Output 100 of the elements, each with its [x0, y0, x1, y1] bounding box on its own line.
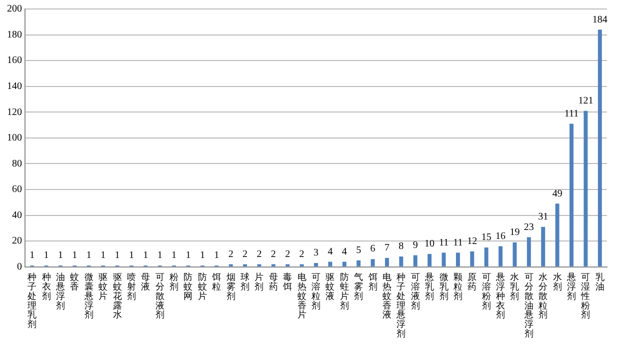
x-tick-label: 毒饵	[282, 272, 292, 292]
bar	[442, 252, 446, 266]
x-tick-label: 驱蚊液	[326, 272, 335, 301]
x-tick-label: 种衣剂	[42, 272, 51, 301]
y-tick-label: 120	[7, 106, 22, 118]
data-label: 2	[242, 248, 248, 260]
x-tick-label: 片剂	[254, 272, 264, 292]
y-tick-label: 200	[7, 4, 22, 15]
data-label: 111	[564, 108, 579, 120]
bar	[356, 260, 361, 266]
x-tick-label: 可溶液剂	[410, 272, 420, 310]
x-tick-label: 可湿性粉剂	[580, 272, 590, 320]
data-label: 10	[424, 238, 435, 250]
data-label: 3	[314, 248, 318, 259]
data-label: 121	[578, 95, 594, 106]
x-tick-label: 可分散液剂	[155, 272, 164, 320]
data-label: 1	[100, 250, 106, 262]
data-label: 1	[143, 250, 148, 262]
x-tick-label: 防蛀片剂	[340, 272, 349, 310]
bar	[384, 258, 389, 266]
data-label: 12	[467, 236, 478, 248]
x-tick-label: 烟雾剂	[226, 272, 236, 301]
y-tick-label: 100	[7, 132, 22, 144]
x-tick-label: 电热蚊香片	[297, 272, 306, 320]
bar	[413, 255, 418, 266]
x-tick-label: 可溶粉剂	[482, 272, 491, 310]
x-tick-label: 悬乳剂	[424, 272, 434, 301]
data-label: 31	[538, 212, 548, 223]
x-tick-label: 乳油	[595, 272, 604, 292]
bar	[484, 248, 488, 266]
y-tick-label: 160	[7, 55, 22, 66]
data-label: 1	[30, 250, 35, 262]
data-label: 1	[58, 250, 63, 262]
x-tick-label: 母药	[268, 272, 278, 292]
data-label: 6	[370, 244, 376, 255]
bar	[598, 30, 602, 266]
data-label: 9	[412, 240, 418, 251]
data-label: 8	[398, 241, 404, 252]
x-tick-label: 水分散粒剂	[538, 272, 548, 320]
bar	[370, 259, 375, 266]
data-label: 2	[270, 248, 276, 260]
bar	[498, 246, 503, 266]
y-tick-label: 40	[12, 210, 22, 221]
x-tick-label: 驱蚊花露水	[112, 272, 122, 320]
y-tick-label: 20	[12, 236, 22, 247]
data-label: 23	[524, 222, 534, 233]
y-tick-label: 180	[7, 29, 22, 40]
x-tick-label: 种子处理悬浮剂	[396, 272, 406, 339]
y-tick-label: 0	[17, 261, 22, 272]
data-label: 4	[342, 246, 347, 258]
data-label: 49	[552, 188, 562, 200]
bar	[456, 252, 460, 266]
data-label: 16	[496, 230, 506, 242]
x-tick-label: 防蚊片	[198, 272, 207, 301]
y-tick-label: 140	[7, 80, 22, 92]
data-label: 7	[384, 242, 390, 254]
data-label: 1	[44, 250, 49, 262]
x-tick-label: 饵剂	[367, 272, 378, 292]
data-label: 1	[186, 250, 191, 262]
data-label: 15	[481, 232, 492, 244]
data-label: 2	[228, 248, 234, 260]
x-tick-label: 原药	[468, 272, 477, 292]
x-tick-label: 种子处理乳剂	[28, 272, 37, 330]
x-tick-label: 微乳剂	[439, 272, 448, 301]
data-label: 11	[438, 237, 449, 248]
x-tick-label: 悬浮剂	[566, 272, 576, 301]
x-tick-label: 喷射剂	[126, 272, 136, 301]
x-tick-label: 悬浮种衣剂	[495, 272, 506, 320]
x-tick-label: 水乳剂	[510, 272, 520, 301]
x-tick-label: 颗粒剂	[453, 272, 462, 301]
x-tick-label: 驱蚊片	[98, 272, 108, 301]
x-tick-label: 母液	[141, 272, 150, 292]
bar	[555, 204, 560, 266]
data-label: 11	[453, 237, 463, 248]
x-tick-label: 球剂	[240, 272, 250, 292]
bar	[512, 242, 517, 266]
data-label: 1	[157, 250, 162, 262]
x-tick-label: 电热蚊香液	[382, 272, 392, 320]
bar	[584, 110, 588, 266]
data-label: 1	[86, 250, 92, 262]
data-label: 184	[592, 14, 608, 26]
data-label: 2	[256, 248, 262, 260]
x-tick-label: 微囊悬浮剂	[83, 272, 94, 320]
x-tick-label: 气雾剂	[354, 272, 364, 301]
bar	[428, 254, 432, 266]
bar	[328, 262, 332, 266]
bar	[399, 256, 404, 266]
y-tick-label: 80	[12, 158, 22, 170]
x-tick-label: 可分散油悬浮剂	[523, 272, 534, 339]
data-label: 1	[114, 250, 120, 262]
data-label: 1	[128, 250, 134, 262]
data-label: 1	[200, 250, 205, 262]
x-tick-label: 防蚊网	[184, 272, 193, 301]
data-label: 1	[214, 250, 220, 262]
bar	[541, 226, 546, 266]
x-tick-label: 水剂	[552, 272, 562, 292]
y-tick-label: 60	[12, 184, 22, 196]
data-label: 2	[285, 248, 290, 260]
x-tick-label: 可溶粒剂	[312, 272, 320, 310]
x-tick-label: 饵粒	[211, 272, 222, 292]
